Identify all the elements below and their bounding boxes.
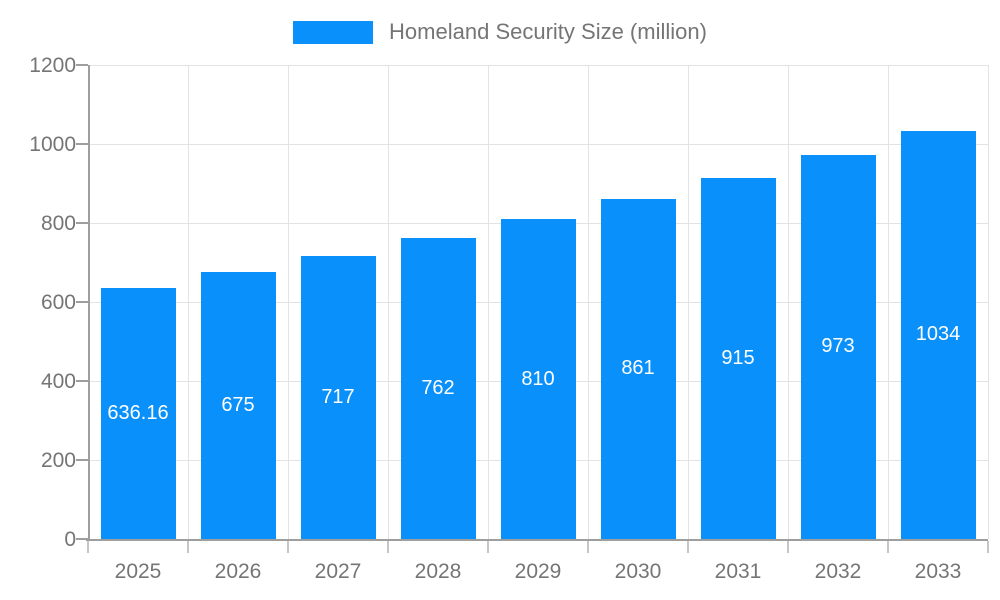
x-tick-mark	[487, 541, 489, 553]
x-tick-mark	[587, 541, 589, 553]
bar-value-label: 810	[521, 367, 555, 390]
plot-area: 636.16 675 717 762 810 861 915 973 1034	[76, 64, 989, 553]
bar-2030: 861	[600, 198, 676, 539]
legend-swatch	[293, 20, 374, 44]
v-gridline	[887, 65, 889, 539]
x-tick-label: 2026	[214, 560, 262, 583]
bar-2025: 636.16	[100, 287, 176, 539]
x-tick-label: 2032	[814, 560, 862, 583]
bar-2029: 810	[500, 219, 576, 539]
y-tick-mark	[76, 301, 88, 303]
bar-2026: 675	[200, 272, 276, 539]
y-tick-label: 1200	[29, 54, 76, 77]
x-tick-mark	[287, 541, 289, 553]
x-tick-mark	[987, 541, 989, 553]
v-gridline	[387, 65, 389, 539]
bar-value-label: 915	[721, 346, 755, 369]
x-tick-label: 2031	[714, 560, 762, 583]
v-gridline	[587, 65, 589, 539]
y-tick-mark	[76, 143, 88, 145]
y-tick-label: 1000	[29, 133, 76, 156]
x-tick-mark	[387, 541, 389, 553]
v-gridline	[787, 65, 789, 539]
y-axis-line	[88, 65, 90, 539]
bar-2027: 717	[300, 255, 376, 539]
bar-2032: 973	[800, 154, 876, 539]
bar-2031: 915	[700, 177, 776, 539]
y-tick-label: 600	[40, 291, 76, 314]
x-tick-mark	[187, 541, 189, 553]
bar-2028: 762	[400, 238, 476, 539]
y-tick-label: 400	[40, 370, 76, 393]
v-gridline	[287, 65, 289, 539]
v-gridline	[487, 65, 489, 539]
x-tick-mark	[687, 541, 689, 553]
x-tick-label: 2030	[614, 560, 662, 583]
x-tick-label: 2033	[914, 560, 962, 583]
bar-value-label: 675	[221, 394, 255, 417]
x-tick-mark	[787, 541, 789, 553]
bar-value-label: 861	[621, 357, 655, 380]
x-tick-label: 2025	[114, 560, 162, 583]
legend-label: Homeland Security Size (million)	[389, 19, 707, 44]
y-tick-label: 800	[40, 212, 76, 235]
v-gridline	[987, 65, 989, 539]
x-tick-mark	[887, 541, 889, 553]
v-gridline	[187, 65, 189, 539]
y-tick-label: 200	[40, 449, 76, 472]
x-axis-line	[86, 539, 988, 541]
y-tick-label: 0	[64, 528, 76, 551]
y-tick-mark	[76, 64, 88, 66]
bar-value-label: 717	[321, 385, 355, 408]
x-tick-label: 2027	[314, 560, 362, 583]
y-tick-mark	[76, 222, 88, 224]
v-gridline	[687, 65, 689, 539]
bar-value-label: 1034	[915, 323, 961, 346]
bar-value-label: 762	[421, 377, 455, 399]
y-tick-mark	[76, 538, 88, 540]
h-gridline	[88, 143, 988, 145]
h-gridline	[88, 64, 988, 66]
legend[interactable]: Homeland Security Size (million)	[0, 17, 1000, 47]
bar-value-label: 973	[821, 335, 855, 358]
x-tick-label: 2029	[514, 560, 562, 583]
x-tick-label: 2028	[414, 560, 462, 583]
y-tick-mark	[76, 459, 88, 461]
bar-value-label: 636.16	[107, 401, 169, 424]
y-tick-mark	[76, 380, 88, 382]
x-tick-mark	[87, 541, 89, 553]
bar-2033: 1034	[900, 130, 976, 539]
